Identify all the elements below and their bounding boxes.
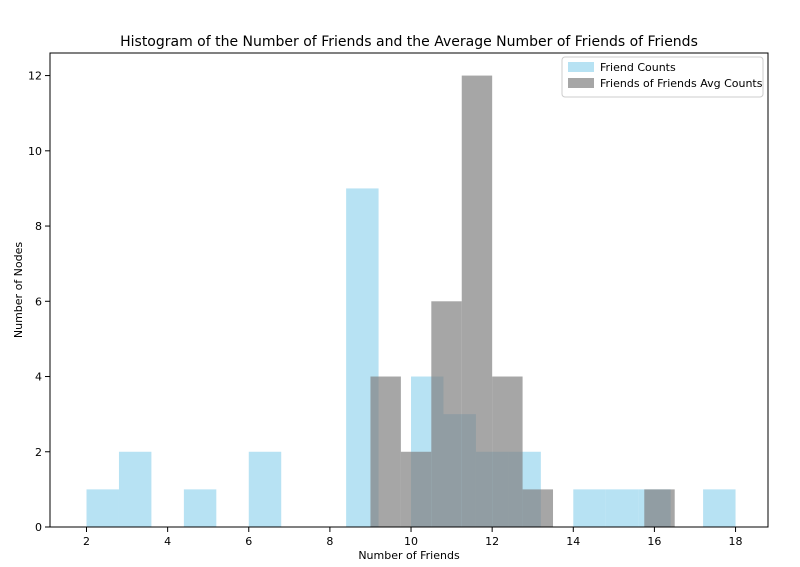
y-tick-label: 10 [28,145,42,158]
chart-title: Histogram of the Number of Friends and t… [120,34,698,50]
y-tick-label: 6 [35,295,42,308]
legend: Friend Counts Friends of Friends Avg Cou… [561,56,764,98]
x-tick-label: 10 [404,535,418,548]
x-tick-label: 14 [566,535,580,548]
bar-series0-bin5 [248,451,282,527]
legend-swatch-fof-avg-counts [568,78,594,88]
legend-label-friend-counts: Friend Counts [600,61,676,74]
legend-box [561,56,764,98]
y-tick-label: 2 [35,446,42,459]
bar-series1-bin9 [644,489,675,527]
x-axis-label: Number of Friends [358,549,460,562]
x-tick-label: 12 [485,535,499,548]
bar-series0-bin1 [118,451,152,527]
x-tick-label: 6 [245,535,252,548]
y-tick-label: 0 [35,521,42,534]
bar-series1-bin1 [400,451,432,527]
y-axis-label: Number of Nodes [12,242,25,338]
x-tick-label: 16 [647,535,661,548]
x-tick-label: 4 [164,535,171,548]
x-tick-label: 8 [326,535,333,548]
x-tick-label: 18 [729,535,743,548]
bar-series1-bin4 [492,376,523,527]
y-tick-label: 8 [35,220,42,233]
x-tick-label: 2 [83,535,90,548]
bar-series1-bin3 [461,75,493,528]
x-ticks: 2 4 6 8 10 12 14 16 18 [83,527,743,548]
y-ticks: 0 2 4 6 8 10 12 [28,70,50,534]
plot-frame [49,52,769,528]
bar-series1-bin0 [370,376,401,527]
bar-series0-bin3 [183,489,217,527]
legend-swatch-friend-counts [568,62,594,72]
bar-series0-bin16 [605,489,639,527]
bars-group [86,75,736,528]
y-tick-label: 4 [35,371,42,384]
legend-label-fof-avg-counts: Friends of Friends Avg Counts [600,77,763,90]
bar-series0-bin15 [573,489,606,527]
bar-series1-bin2 [431,301,462,527]
bar-series1-bin5 [522,489,554,527]
bar-series0-bin0 [86,489,119,527]
y-tick-label: 12 [28,70,42,83]
bar-series0-bin19 [703,489,736,527]
